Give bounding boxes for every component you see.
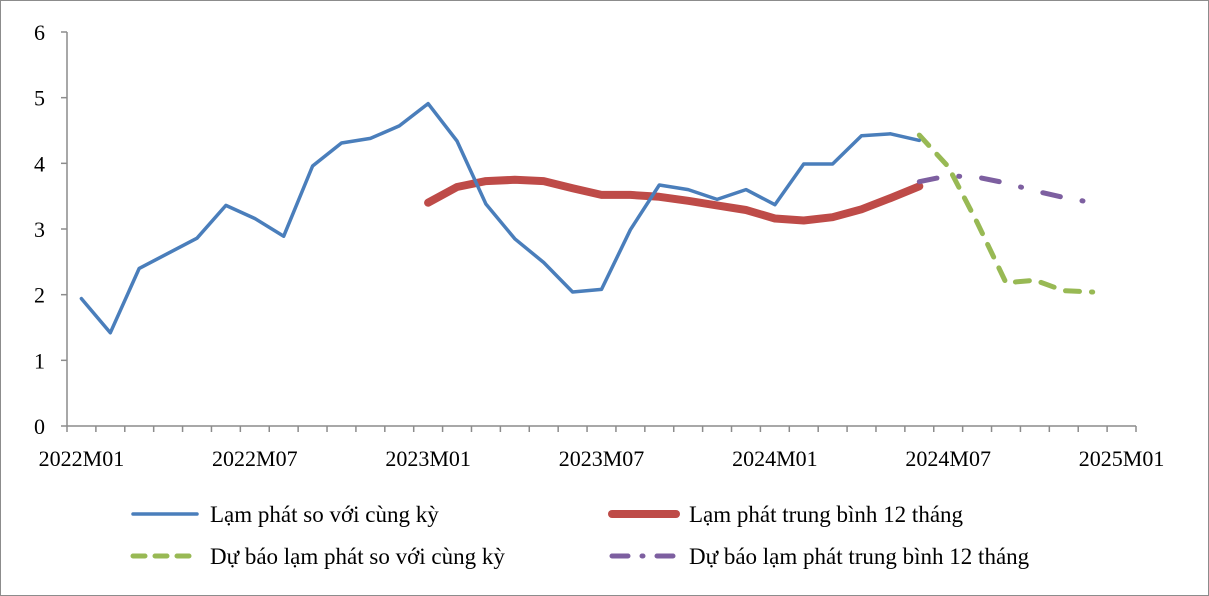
legend-label-3: Dự báo lạm phát so với cùng kỳ xyxy=(210,544,505,569)
legend: Lạm phát so với cùng kỳ Lạm phát trung bì… xyxy=(130,502,1030,569)
y-tick-label: 0 xyxy=(34,414,45,439)
y-tick-label: 5 xyxy=(34,86,45,111)
x-tick-label: 2023M01 xyxy=(385,446,471,471)
series-line-2 xyxy=(424,175,924,225)
x-tick-label: 2025M01 xyxy=(1079,446,1165,471)
x-tick-label: 2023M07 xyxy=(559,446,645,471)
x-tick-label: 2024M07 xyxy=(905,446,991,471)
x-tick-label: 2024M01 xyxy=(732,446,818,471)
y-tick-label: 2 xyxy=(34,283,45,308)
legend-label-1: Lạm phát so với cùng kỳ xyxy=(210,502,439,527)
series-lines xyxy=(79,101,1096,335)
series-line-4 xyxy=(916,173,1096,206)
y-tick-label: 4 xyxy=(34,151,45,176)
series-line-1 xyxy=(79,101,922,335)
y-tick-label: 6 xyxy=(34,20,45,45)
x-tick-label: 2022M01 xyxy=(39,446,125,471)
y-tick-label: 3 xyxy=(34,217,45,242)
legend-label-2: Lạm phát trung bình 12 tháng xyxy=(689,502,964,527)
legend-label-4: Dự báo lạm phát trung bình 12 tháng xyxy=(689,544,1030,569)
y-tick-label: 1 xyxy=(34,348,45,373)
axes: 0 1 2 3 4 5 6 2022M01 2022M07 2023M01 2023M07 2024M… xyxy=(34,20,1164,471)
series-line-3 xyxy=(916,132,1096,295)
x-tick-label: 2022M07 xyxy=(212,446,298,471)
